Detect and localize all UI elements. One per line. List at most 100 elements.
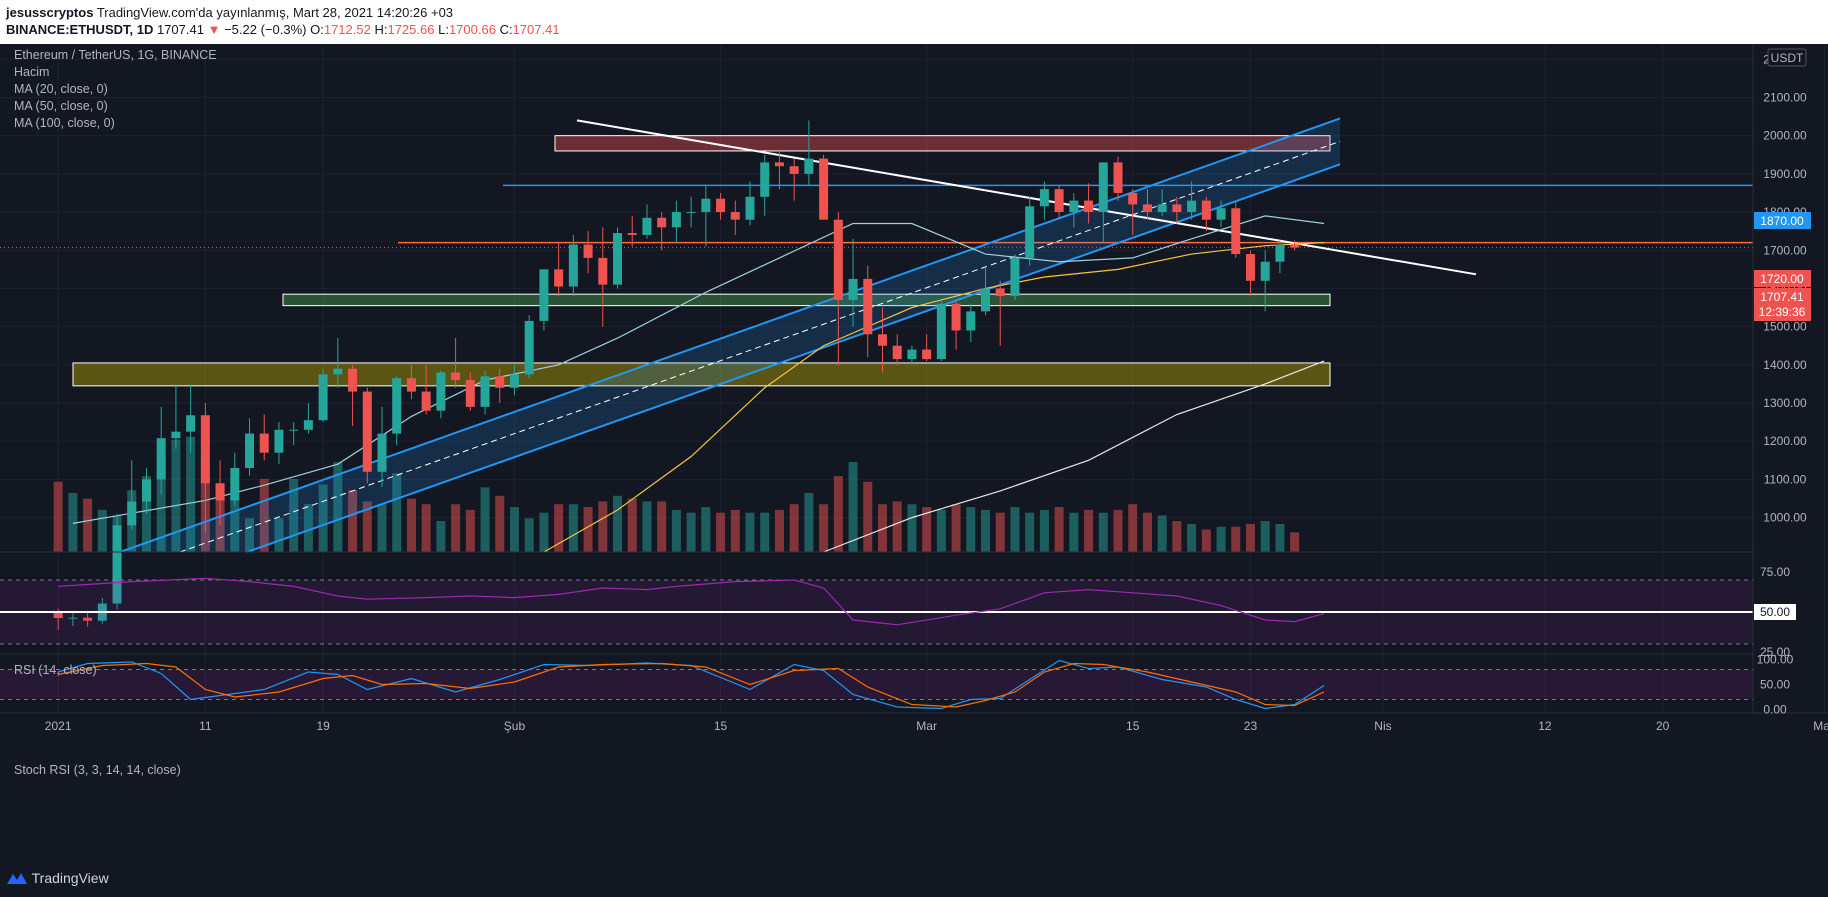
volume-bar <box>613 495 623 552</box>
volume-bar <box>1025 512 1035 552</box>
candle-body <box>760 162 770 197</box>
volume-bar <box>289 478 299 552</box>
candle-body <box>495 376 505 388</box>
chart-background <box>0 44 1828 862</box>
stoch-tick-label: 100.00 <box>1757 653 1794 667</box>
candle-body <box>230 467 240 501</box>
candle-body <box>156 438 166 480</box>
date-tick-label: 20 <box>1656 719 1670 733</box>
volume-bar <box>392 473 402 552</box>
volume-bar <box>1231 526 1241 552</box>
candle-body <box>1216 208 1226 220</box>
candle-body <box>981 288 991 312</box>
legend-ma50[interactable]: MA (50, close, 0) <box>14 99 108 113</box>
candle-body <box>995 288 1005 297</box>
volume-bar <box>1010 507 1020 552</box>
volume-bar <box>819 504 829 552</box>
candle-body <box>1025 206 1035 258</box>
volume-bar <box>1039 509 1049 552</box>
candle-body <box>200 415 210 484</box>
currency-badge[interactable]: USDT <box>1767 48 1807 67</box>
candle-body <box>1142 204 1152 213</box>
candle-body <box>436 372 446 411</box>
candle-body <box>451 372 461 381</box>
date-tick-label: Nis <box>1374 719 1391 733</box>
candle-body <box>1113 162 1123 193</box>
countdown-text: 12:39:36 <box>1759 305 1806 319</box>
brand-name: TradingView <box>31 870 109 886</box>
volume-bar <box>141 476 151 552</box>
grid-lines <box>0 44 1826 712</box>
volume-bar <box>524 518 534 552</box>
volume-bar <box>1216 526 1226 552</box>
volume-bar <box>1172 521 1182 552</box>
legend-stoch-rsi[interactable]: Stoch RSI (3, 3, 14, 14, close) <box>14 763 181 777</box>
volume-bar <box>303 504 313 552</box>
date-tick-label: 15 <box>714 719 728 733</box>
candle-body <box>406 378 416 392</box>
volume-bar <box>554 504 564 552</box>
legend-ma100[interactable]: MA (100, close, 0) <box>14 116 115 130</box>
level-1870-tag: 1870.00 <box>1754 212 1811 229</box>
close-label: C: <box>499 22 513 37</box>
volume-bar <box>53 481 63 552</box>
price-zone <box>72 362 1331 387</box>
level-1720-text: 1720.00 <box>1760 272 1804 286</box>
volume-bar <box>333 462 343 552</box>
candle-body <box>303 420 313 430</box>
volume-bar <box>642 501 652 552</box>
stoch-line <box>58 662 1325 708</box>
volume-bar <box>922 507 932 552</box>
username[interactable]: jesusscryptos <box>6 5 94 20</box>
candle-body <box>1187 200 1197 213</box>
channel-lower-line <box>246 163 1341 553</box>
volume-bar <box>760 512 770 552</box>
candle-body <box>877 334 887 346</box>
legend-volume[interactable]: Hacim <box>14 65 49 79</box>
channel-upper-line <box>119 117 1341 553</box>
candle-body <box>1172 204 1182 213</box>
candle-body <box>789 166 799 174</box>
ohlc-line: BINANCE:ETHUSDT, 1D 1707.41 ▼ −5.22 (−0.… <box>6 22 560 37</box>
candle-body <box>863 278 873 335</box>
tradingview-logo[interactable]: TradingView <box>6 870 109 886</box>
legend-rsi[interactable]: RSI (14, close) <box>14 663 97 677</box>
date-tick-label: 23 <box>1244 719 1258 733</box>
stoch-band <box>0 669 1753 700</box>
volume-bar <box>83 498 93 552</box>
candle-body <box>1245 254 1255 281</box>
candle-body <box>745 196 755 220</box>
candle-body <box>657 217 667 228</box>
chart-drawings <box>0 117 1753 553</box>
volume-bar <box>1084 509 1094 552</box>
volume-bar <box>480 487 490 552</box>
candle-body <box>112 525 122 604</box>
volume-bar <box>318 484 328 552</box>
candle-body <box>127 501 137 526</box>
volume-bar <box>907 504 917 552</box>
candle-body <box>671 212 681 228</box>
candle-body <box>348 368 358 392</box>
legend-ma20[interactable]: MA (20, close, 0) <box>14 82 108 96</box>
price-tick-label: 1500.00 <box>1763 320 1807 334</box>
volume-bar <box>509 507 519 552</box>
rsi-tick-label: 75.00 <box>1760 565 1790 579</box>
volume-bar <box>686 512 696 552</box>
candle-body <box>922 349 932 360</box>
volume-bar <box>583 507 593 552</box>
candle-body <box>171 431 181 439</box>
volume-bar <box>1290 532 1300 552</box>
legend-title[interactable]: Ethereum / TetherUS, 1G, BINANCE <box>14 48 217 62</box>
chart-legend: Ethereum / TetherUS, 1G, BINANCE Hacim M… <box>14 48 217 777</box>
stoch-tick-label: 0.00 <box>1763 703 1787 717</box>
candle-body <box>480 376 490 407</box>
price-tick-label: 1400.00 <box>1763 358 1807 372</box>
volume-bar <box>1054 507 1064 552</box>
volume-bar <box>966 507 976 552</box>
candle-body <box>259 433 269 453</box>
chart-canvas[interactable]: 1000.00 1100.00 1200.00 1300.00 1400.00 1500.… <box>0 44 1828 862</box>
candle-body <box>141 479 151 502</box>
volume-bar <box>848 462 858 552</box>
last-price-tag: 1707.41 12:39:36 <box>1754 288 1811 321</box>
volume-bar <box>701 507 711 552</box>
